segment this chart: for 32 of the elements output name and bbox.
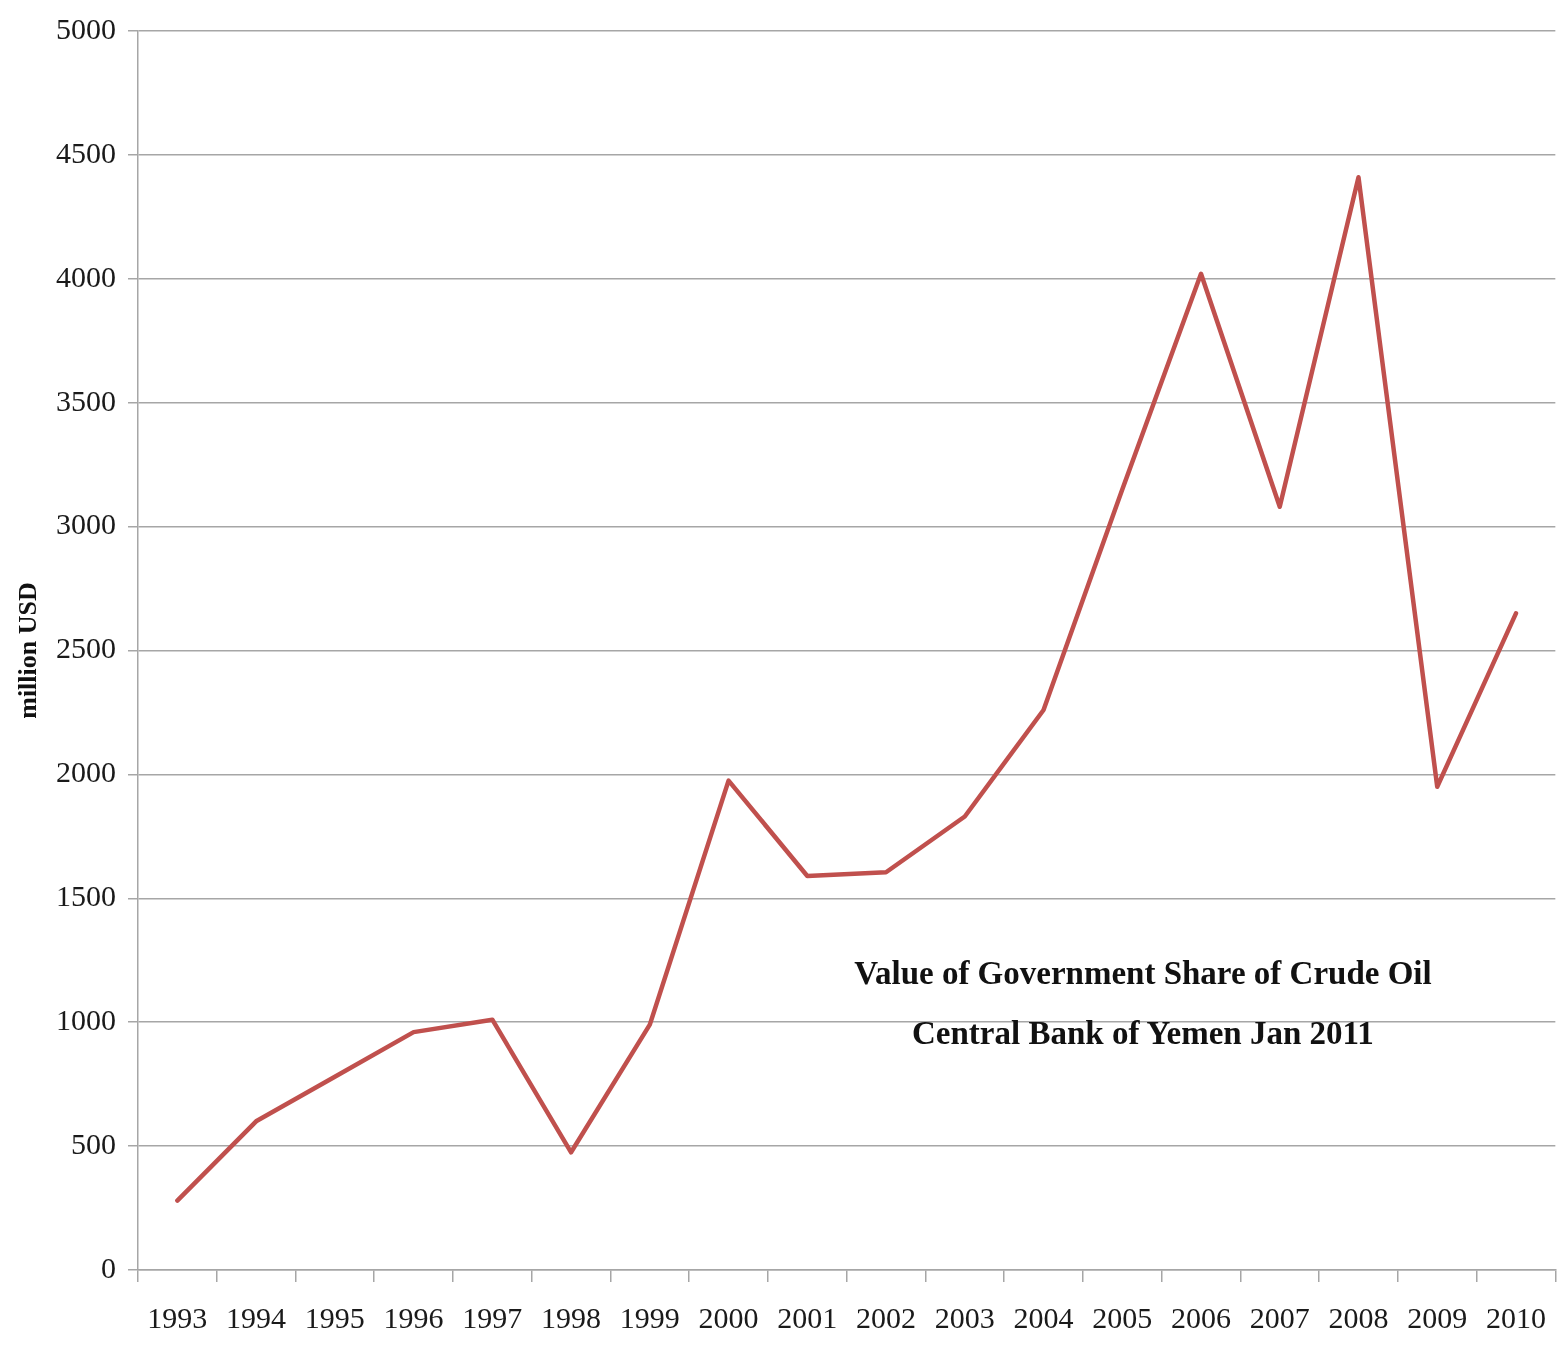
x-tick-label: 1993	[147, 1300, 208, 1334]
x-tick-label: 2005	[1092, 1300, 1153, 1334]
x-tick-label: 1998	[541, 1300, 602, 1334]
y-tick-label: 2000	[56, 755, 116, 789]
y-axis-title: million USD	[13, 582, 43, 719]
x-tick-label: 1995	[304, 1300, 365, 1334]
y-tick-label: 5000	[56, 11, 116, 45]
text: Central Bank of Yemen Jan 2011	[912, 1015, 1374, 1052]
x-tick-label: 2006	[1171, 1300, 1232, 1334]
x-tick-label: 2002	[856, 1300, 917, 1334]
x-tick-label: 2008	[1328, 1300, 1389, 1334]
x-tick-label: 1997	[462, 1300, 523, 1334]
y-tick-label: 4500	[56, 135, 116, 169]
x-tick-label: 1999	[619, 1300, 680, 1334]
x-tick-label: 1994	[226, 1300, 287, 1334]
y-tick-label: 1000	[56, 1003, 116, 1037]
x-tick-label: 2007	[1249, 1300, 1310, 1334]
y-tick-label: 0	[101, 1250, 116, 1284]
y-tick-label: 2500	[56, 631, 116, 665]
y-tick-label: 3000	[56, 507, 116, 541]
x-tick-label: 1996	[383, 1300, 444, 1334]
y-tick-label: 3500	[56, 383, 116, 417]
x-tick-label: 2010	[1485, 1300, 1546, 1334]
y-tick-label: 4000	[56, 259, 116, 293]
x-tick-label: 2009	[1407, 1300, 1468, 1334]
x-tick-label: 2004	[1013, 1300, 1074, 1334]
x-tick-label: 2003	[934, 1300, 995, 1334]
x-tick-label: 2001	[777, 1300, 838, 1334]
x-tick-label: 2000	[698, 1300, 759, 1334]
y-tick-label: 500	[71, 1126, 116, 1160]
text: Value of Government Share of Crude Oil	[854, 954, 1432, 991]
y-tick-label: 1500	[56, 879, 116, 913]
